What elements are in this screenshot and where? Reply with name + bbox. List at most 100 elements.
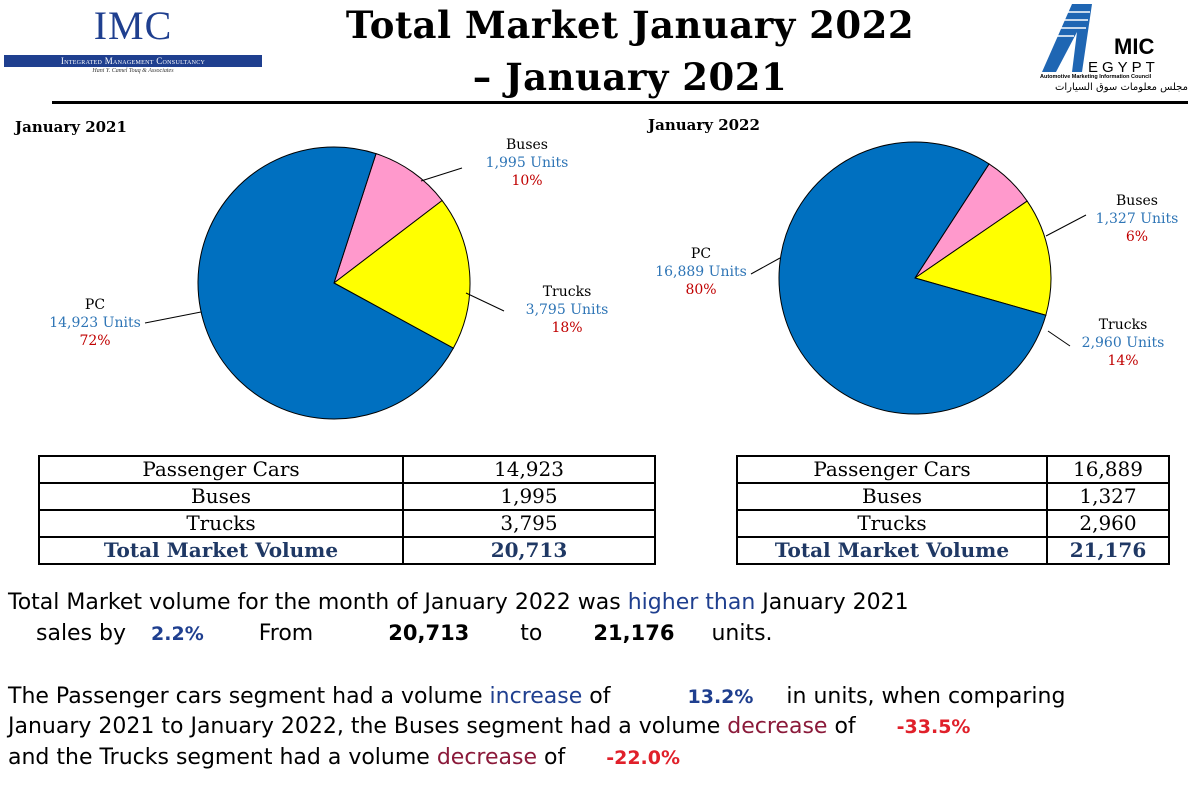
leader-line-chart1-3	[465, 292, 505, 312]
header-divider	[52, 101, 1188, 104]
pie-charts	[144, 141, 1087, 420]
leader-line-chart2-2	[1045, 214, 1087, 237]
label-pc-2021-units: 14,923 Units	[49, 315, 141, 331]
label-buses-2022-name: Buses	[1116, 193, 1158, 209]
label-pc-2022-name: PC	[690, 246, 712, 262]
table-cell-value: 3,795	[402, 509, 656, 538]
volume-table-2021: Passenger Cars 14,923 Buses 1,995 Trucks…	[38, 455, 656, 565]
summary-highlight: higher than	[627, 590, 756, 615]
label-pc-2022: PC 16,889 Units 80%	[646, 245, 756, 299]
summary-value-from: 20,713	[388, 621, 470, 645]
amic-logo-tagline: Automotive Marketing Information Council	[1040, 74, 1152, 80]
table-total-value: 21,176	[1046, 536, 1170, 565]
summary-text: From	[258, 621, 314, 646]
chart-title-jan-2022: January 2022	[648, 116, 760, 134]
label-trucks-2021-name: Trucks	[542, 284, 592, 300]
label-trucks-2022-pct: 14%	[1107, 353, 1139, 369]
table-total-label: Total Market Volume	[38, 536, 404, 565]
summary-line-4: January 2021 to January 2022, the Buses …	[8, 714, 970, 739]
summary-text: to	[520, 621, 543, 646]
table-row: Buses 1,995	[38, 482, 656, 511]
table-cell-value: 1,995	[402, 482, 656, 511]
summary-highlight: decrease	[436, 745, 537, 770]
table-cell-label: Buses	[38, 482, 404, 511]
label-trucks-2022: Trucks 2,960 Units 14%	[1068, 316, 1178, 370]
amic-logo-arabic: مجلس معلومات سوق السيارات	[1054, 82, 1188, 93]
table-row: Buses 1,327	[736, 482, 1170, 511]
table-row: Passenger Cars 16,889	[736, 455, 1170, 484]
label-trucks-2021: Trucks 3,795 Units 18%	[512, 283, 622, 337]
label-pc-2021: PC 14,923 Units 72%	[40, 296, 150, 350]
pie-slice-trucks-chart2	[913, 200, 1052, 316]
pie-slice-pc-chart1	[197, 146, 455, 420]
label-buses-2021-units: 1,995 Units	[485, 155, 569, 171]
summary-text: sales by	[36, 621, 127, 646]
amic-logo-word-bottom: EGYPT	[1088, 59, 1159, 76]
pie-slice-pc-chart2	[778, 141, 1047, 415]
amic-logo-a-mark	[1042, 4, 1092, 72]
summary-value-to: 21,176	[593, 621, 675, 645]
label-buses-2022-pct: 6%	[1125, 229, 1149, 245]
table-row: Trucks 2,960	[736, 509, 1170, 538]
summary-highlight: decrease	[727, 714, 828, 739]
pie-slice-buses-chart1	[333, 153, 443, 285]
label-buses-2021-name: Buses	[506, 137, 548, 153]
page-title-line2: – January 2021	[472, 55, 788, 99]
table-total-row: Total Market Volume 20,713	[38, 536, 656, 565]
label-trucks-2022-units: 2,960 Units	[1081, 335, 1165, 351]
summary-pc-pct: 13.2%	[687, 686, 754, 708]
chart-title-jan-2021: January 2021	[15, 118, 127, 136]
summary-text: of	[544, 745, 566, 770]
summary-text: January 2021 to January 2022, the Buses …	[8, 714, 721, 739]
leader-line-chart1-1	[144, 311, 202, 324]
table-cell-label: Passenger Cars	[736, 455, 1048, 484]
table-cell-label: Trucks	[38, 509, 404, 538]
label-buses-2021-pct: 10%	[511, 173, 543, 189]
summary-text: The Passenger cars segment had a volume	[8, 684, 483, 709]
label-trucks-2022-name: Trucks	[1098, 317, 1148, 333]
label-pc-2022-pct: 80%	[685, 282, 717, 298]
summary-text: Total Market volume for the month of Jan…	[8, 590, 621, 615]
summary-trucks-pct: -22.0%	[606, 747, 681, 769]
table-row: Trucks 3,795	[38, 509, 656, 538]
table-cell-value: 14,923	[402, 455, 656, 484]
table-total-value: 20,713	[402, 536, 656, 565]
label-pc-2022-units: 16,889 Units	[655, 264, 747, 280]
summary-text: January 2021	[762, 590, 909, 615]
imc-logo: IMC Integrated Management Consultancy Ha…	[2, 0, 264, 92]
amic-logo: MIC EGYPT	[1042, 4, 1159, 76]
summary-text: in units, when comparing	[786, 684, 1066, 709]
label-pc-2021-name: PC	[84, 297, 106, 313]
label-pc-2021-pct: 72%	[79, 333, 111, 349]
table-total-label: Total Market Volume	[736, 536, 1048, 565]
summary-text: and the Trucks segment had a volume	[8, 745, 430, 770]
pie-slice-trucks-chart1	[333, 199, 471, 349]
table-row: Passenger Cars 14,923	[38, 455, 656, 484]
page-title-line1: Total Market January 2022	[345, 3, 915, 47]
imc-logo-subtitle: Hani Y. Camel Touq & Associates	[92, 68, 174, 74]
table-cell-value: 2,960	[1046, 509, 1170, 538]
leader-line-chart1-2	[420, 167, 463, 182]
label-buses-2021: Buses 1,995 Units 10%	[472, 136, 582, 190]
label-buses-2022: Buses 1,327 Units 6%	[1082, 192, 1192, 246]
summary-buses-pct: -33.5%	[896, 716, 971, 738]
label-trucks-2021-units: 3,795 Units	[525, 302, 609, 318]
table-cell-label: Trucks	[736, 509, 1048, 538]
summary-highlight: increase	[489, 684, 583, 709]
table-cell-value: 16,889	[1046, 455, 1170, 484]
table-cell-label: Passenger Cars	[38, 455, 404, 484]
summary-line-3: The Passenger cars segment had a volume …	[8, 684, 1065, 709]
volume-table-2022: Passenger Cars 16,889 Buses 1,327 Trucks…	[736, 455, 1170, 565]
summary-growth-pct: 2.2%	[151, 623, 204, 645]
label-trucks-2021-pct: 18%	[551, 320, 583, 336]
imc-logo-word: IMC	[93, 3, 173, 48]
summary-text: of	[589, 684, 611, 709]
summary-line-5: and the Trucks segment had a volume decr…	[8, 745, 680, 770]
summary-text: units.	[711, 621, 773, 646]
amic-logo-word-top: MIC	[1114, 34, 1154, 59]
table-cell-value: 1,327	[1046, 482, 1170, 511]
leader-line-chart2-1	[750, 257, 781, 275]
label-buses-2022-units: 1,327 Units	[1095, 211, 1179, 227]
summary-line-1: Total Market volume for the month of Jan…	[8, 590, 909, 615]
leader-line-chart2-3	[1047, 330, 1071, 347]
